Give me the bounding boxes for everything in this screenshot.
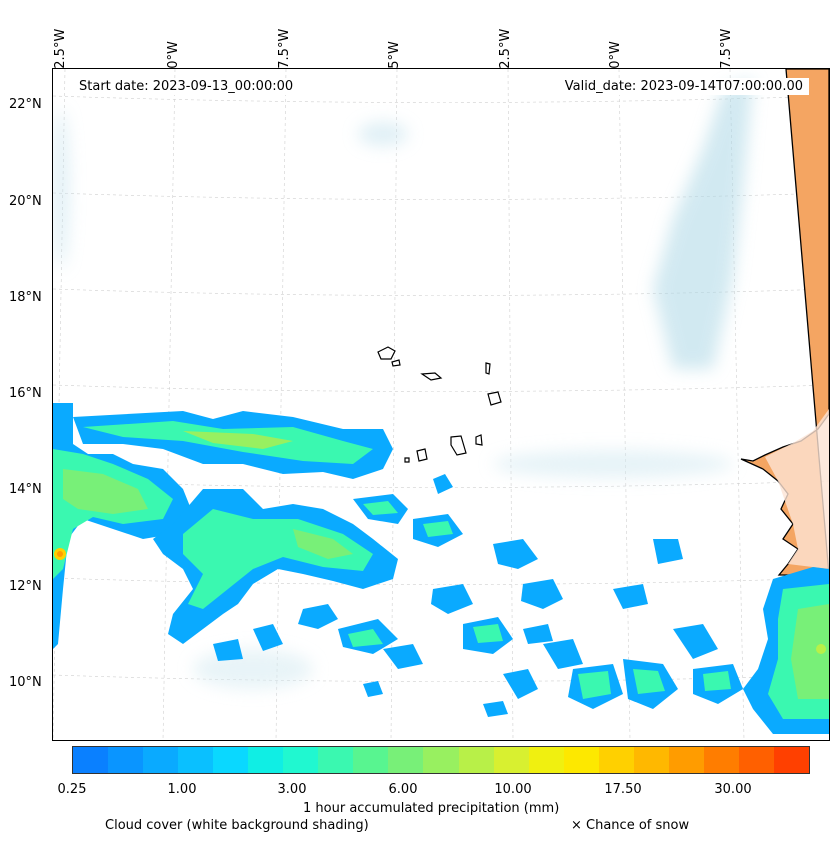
- cloud-cover-shading: [53, 79, 753, 689]
- colorbar-segment-13: [528, 747, 564, 773]
- island-brava: [404, 457, 410, 463]
- colorbar-segment-11: [458, 747, 494, 773]
- cloud-patch-north: [358, 122, 408, 146]
- island-sao-nicolau: [420, 372, 443, 381]
- colorbar-segment-16: [633, 747, 669, 773]
- colorbar-segment-7: [318, 747, 354, 773]
- precip-west-core: [63, 469, 148, 514]
- colorbar-tick-1-00: 1.00: [167, 782, 197, 797]
- lat-label-22n: 22°N: [9, 97, 42, 112]
- colorbar-segment-12: [493, 747, 529, 773]
- cloud-patch-band: [493, 450, 733, 478]
- cloud-cover-legend: Cloud cover (white background shading): [105, 818, 369, 833]
- precip-southeast-core: [791, 604, 829, 699]
- map-panel[interactable]: Start date: 2023-09-13_00:00:00 Valid_da…: [52, 68, 830, 741]
- snow-legend: × Chance of snow: [571, 818, 690, 833]
- precip-southeast-peak: [816, 644, 826, 654]
- colorbar-segment-8: [353, 747, 389, 773]
- colorbar-tick-0-25: 0.25: [57, 782, 87, 797]
- cape-verde-islands: [377, 346, 502, 463]
- cloud-patch-south: [193, 649, 313, 689]
- colorbar-segment-17: [668, 747, 704, 773]
- island-fogo: [416, 448, 428, 462]
- precip-middle-core: [293, 529, 353, 559]
- colorbar-tick-3-00: 3.00: [277, 782, 307, 797]
- island-boa-vista: [487, 391, 502, 406]
- lat-label-16n: 16°N: [9, 386, 42, 401]
- colorbar-tick-10-00: 10.00: [494, 782, 532, 797]
- island-sal: [485, 362, 491, 375]
- precip-middle-inner: [183, 509, 373, 609]
- colorbar-tick-30-00: 30.00: [714, 782, 752, 797]
- colorbar-segment-0: [73, 747, 109, 773]
- cloud-band-east: [653, 79, 753, 369]
- colorbar-segment-18: [703, 747, 739, 773]
- cloud-patch-west: [53, 109, 69, 269]
- colorbar-segment-19: [738, 747, 774, 773]
- colorbar-segment-2: [143, 747, 179, 773]
- land-coastal-tint: [765, 409, 829, 569]
- lat-label-18n: 18°N: [9, 290, 42, 305]
- colorbar-segment-6: [283, 747, 319, 773]
- colorbar-segment-4: [213, 747, 249, 773]
- lat-label-10n: 10°N: [9, 675, 42, 690]
- lat-label-14n: 14°N: [9, 482, 42, 497]
- precip-scattered-inner: [348, 501, 731, 699]
- colorbar-segment-14: [563, 747, 599, 773]
- island-maio: [475, 434, 483, 446]
- precip-west-peak-inner: [57, 551, 63, 557]
- colorbar-segment-3: [178, 747, 214, 773]
- lat-label-20n: 20°N: [9, 194, 42, 209]
- precipitation-colorbar: [72, 746, 810, 774]
- island-santiago: [450, 435, 467, 456]
- colorbar-segment-5: [248, 747, 284, 773]
- island-santo-antao: [377, 346, 396, 360]
- map-canvas: [53, 69, 829, 740]
- precipitation-field: [53, 403, 829, 734]
- colorbar-segment-9: [388, 747, 424, 773]
- valid-date-label: Valid_date: 2023-09-14T07:00:00.00: [558, 78, 809, 95]
- colorbar-tick-6-00: 6.00: [388, 782, 418, 797]
- colorbar-segment-20: [773, 747, 809, 773]
- colorbar-tick-17-50: 17.50: [604, 782, 642, 797]
- lat-label-12n: 12°N: [9, 579, 42, 594]
- colorbar-label: 1 hour accumulated precipitation (mm): [303, 801, 560, 816]
- start-date-label: Start date: 2023-09-13_00:00:00: [73, 78, 300, 95]
- colorbar-segment-10: [423, 747, 459, 773]
- colorbar-segment-1: [108, 747, 144, 773]
- precip-north-streak-core: [183, 431, 293, 449]
- island-sao-vicente: [391, 359, 401, 367]
- colorbar-segment-15: [598, 747, 634, 773]
